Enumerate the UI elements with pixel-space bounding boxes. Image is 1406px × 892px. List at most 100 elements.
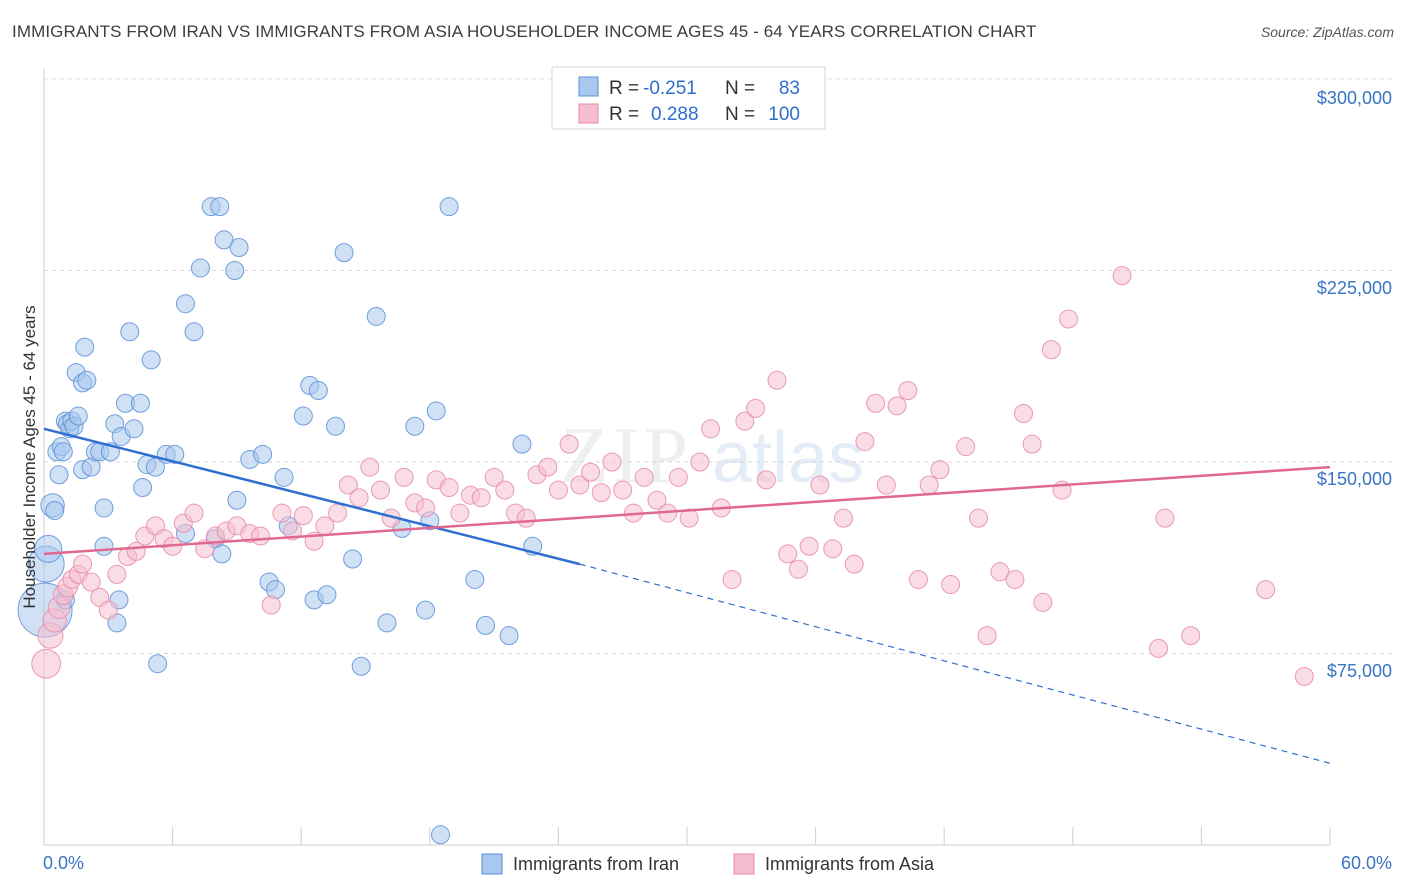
trend-lines (43, 427, 1331, 764)
legend-asia-n-value: 100 (768, 104, 800, 125)
y-axis-label: Householder Income Ages 45 - 64 years (20, 305, 39, 608)
asia-point-86 (908, 569, 928, 589)
iran-point-29 (124, 419, 144, 439)
asia-point-67 (701, 419, 721, 439)
asia-point-66 (690, 452, 710, 472)
asia-point-64 (668, 467, 688, 487)
iran-point-69 (439, 197, 459, 217)
asia-point-77 (810, 475, 830, 495)
iran-point-49 (253, 444, 273, 464)
asia-point-70 (735, 411, 755, 431)
iran-point-61 (343, 549, 363, 569)
iran-point-64 (377, 613, 397, 633)
asia-point-46 (471, 488, 491, 508)
iran-point-80 (431, 825, 451, 845)
asia-point-57 (591, 483, 611, 503)
x-tick-right: 60.0% (1341, 853, 1392, 873)
asia-point-80 (844, 554, 864, 574)
iran-point-43 (225, 261, 245, 280)
correlation-legend: R = -0.251 N = 83 R = 0.288 N = 100 (551, 66, 826, 130)
iran-trend-extension (579, 563, 1331, 764)
asia-point-0 (31, 648, 62, 679)
iran-point-42 (214, 230, 234, 250)
asia-point-96 (1022, 434, 1042, 454)
asia-point-50 (516, 508, 536, 528)
iran-point-81 (227, 490, 247, 510)
asia-point-73 (767, 370, 787, 390)
asia-point-88 (930, 460, 950, 480)
iran-point-70 (465, 569, 485, 589)
iran-point-68 (426, 401, 446, 421)
legend-iran-r-label: R = (609, 78, 639, 99)
asia-point-84 (887, 396, 907, 416)
asia-point-8 (73, 554, 93, 574)
asia-point-11 (98, 600, 118, 620)
iran-point-38 (184, 322, 204, 342)
iran-point-36 (165, 444, 185, 464)
iran-point-8 (53, 442, 73, 462)
asia-point-76 (799, 536, 819, 556)
asia-point-97 (1033, 592, 1053, 612)
asia-point-54 (559, 434, 579, 454)
iran-point-82 (94, 536, 114, 556)
y-tick-150000: $150,000 (1317, 469, 1392, 489)
asia-point-34 (338, 475, 358, 495)
iran-point-31 (133, 478, 153, 498)
chart-source: Source: ZipAtlas.com (1260, 24, 1394, 40)
iran-point-71 (476, 615, 496, 635)
asia-point-90 (956, 437, 976, 457)
asia-point-43 (439, 478, 459, 498)
asia-point-93 (990, 562, 1010, 582)
iran-trend-line (43, 427, 581, 566)
iran-point-23 (94, 498, 114, 518)
asia-point-91 (968, 508, 988, 528)
asia-point-78 (823, 539, 843, 559)
bottom-legend-asia-label: Immigrants from Asia (765, 854, 935, 874)
asia-point-28 (272, 503, 292, 523)
asia-point-41 (416, 498, 436, 518)
asia-point-55 (570, 475, 590, 495)
asia-point-35 (349, 488, 369, 508)
asia-point-95 (1014, 403, 1034, 423)
legend-asia-n-label: N = (725, 104, 755, 125)
asia-point-52 (538, 457, 558, 477)
iran-point-73 (512, 434, 532, 454)
asia-point-69 (722, 569, 742, 589)
iran-point-52 (274, 467, 294, 487)
asia-point-82 (866, 393, 886, 413)
legend-iran-r-value: -0.251 (643, 78, 697, 99)
asia-point-89 (941, 575, 961, 595)
asia-point-37 (371, 480, 391, 500)
asia-point-53 (548, 480, 568, 500)
asia-point-74 (778, 544, 798, 564)
asia-point-47 (484, 467, 504, 487)
asia-point-106 (1294, 666, 1314, 686)
iran-point-39 (190, 258, 210, 278)
asia-point-9 (81, 572, 101, 592)
iran-point-18 (77, 370, 97, 390)
asia-point-98 (1041, 340, 1061, 360)
asia-point-87 (919, 475, 939, 495)
asia-point-104 (1181, 626, 1201, 646)
legend-iran-swatch (578, 76, 599, 97)
legend-iran-n-value: 83 (779, 78, 800, 99)
asia-point-103 (1155, 508, 1175, 528)
asia-point-83 (876, 475, 896, 495)
iran-point-33 (141, 350, 161, 370)
asia-point-30 (293, 506, 313, 526)
legend-asia-r-value: 0.288 (651, 104, 699, 125)
asia-trend-line (43, 465, 1331, 556)
asia-point-61 (634, 467, 654, 487)
legend-asia-swatch (578, 103, 599, 124)
iran-point-4 (45, 501, 65, 521)
asia-point-94 (1005, 569, 1025, 589)
asia-points (31, 266, 1314, 686)
bottom-legend-iran-label: Immigrants from Iran (513, 854, 679, 874)
iran-point-28 (120, 322, 140, 342)
iran-point-66 (405, 416, 425, 436)
iran-point-56 (308, 381, 328, 401)
asia-point-79 (833, 508, 853, 528)
iran-point-58 (317, 585, 337, 605)
bottom-legend-asia-swatch (733, 853, 755, 875)
